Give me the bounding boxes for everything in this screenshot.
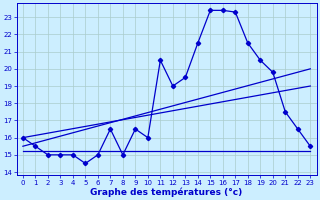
X-axis label: Graphe des températures (°c): Graphe des températures (°c) bbox=[91, 187, 243, 197]
